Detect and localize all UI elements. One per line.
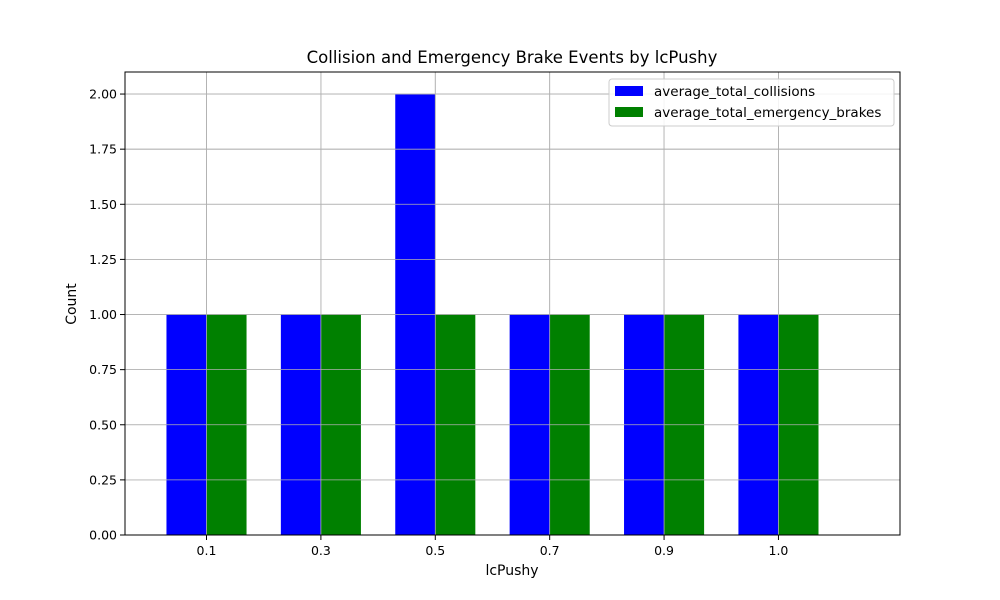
legend-swatch-average-total-emergency-brakes	[615, 107, 643, 117]
x-tick-label: 0.5	[425, 543, 445, 558]
x-tick-label: 0.1	[197, 543, 217, 558]
legend-swatch-average-total-collisions	[615, 86, 643, 96]
chart-title: Collision and Emergency Brake Events by …	[307, 48, 718, 67]
y-tick-label: 1.75	[89, 142, 117, 157]
y-tick-label: 1.50	[89, 197, 117, 212]
y-tick-label: 0.25	[89, 472, 117, 487]
legend-label-average-total-collisions: average_total_collisions	[654, 84, 815, 100]
axis-ticks: 0.00 0.25 0.50 0.75 1.00 1.25 1.50 1.75 2.00 0.1 0…	[89, 87, 788, 558]
legend-box	[608, 78, 895, 127]
x-tick-label: 0.7	[540, 543, 560, 558]
y-axis-label: Count	[64, 283, 80, 325]
y-tick-label: 2.00	[89, 87, 117, 102]
x-tick-label: 1.0	[769, 543, 789, 558]
y-tick-label: 1.25	[89, 252, 117, 267]
y-tick-label: 0.00	[89, 528, 117, 543]
y-tick-label: 0.50	[89, 417, 117, 432]
y-tick-label: 0.75	[89, 362, 117, 377]
x-tick-label: 0.9	[654, 543, 674, 558]
bars	[125, 72, 900, 536]
x-tick-label: 0.3	[311, 543, 331, 558]
legend: average_total_collisions average_total_em…	[608, 78, 895, 127]
y-tick-label: 1.00	[89, 307, 117, 322]
legend-label-average-total-emergency-brakes: average_total_emergency_brakes	[654, 105, 881, 121]
plot-frame	[124, 71, 901, 536]
x-axis-label: lcPushy	[485, 563, 538, 579]
